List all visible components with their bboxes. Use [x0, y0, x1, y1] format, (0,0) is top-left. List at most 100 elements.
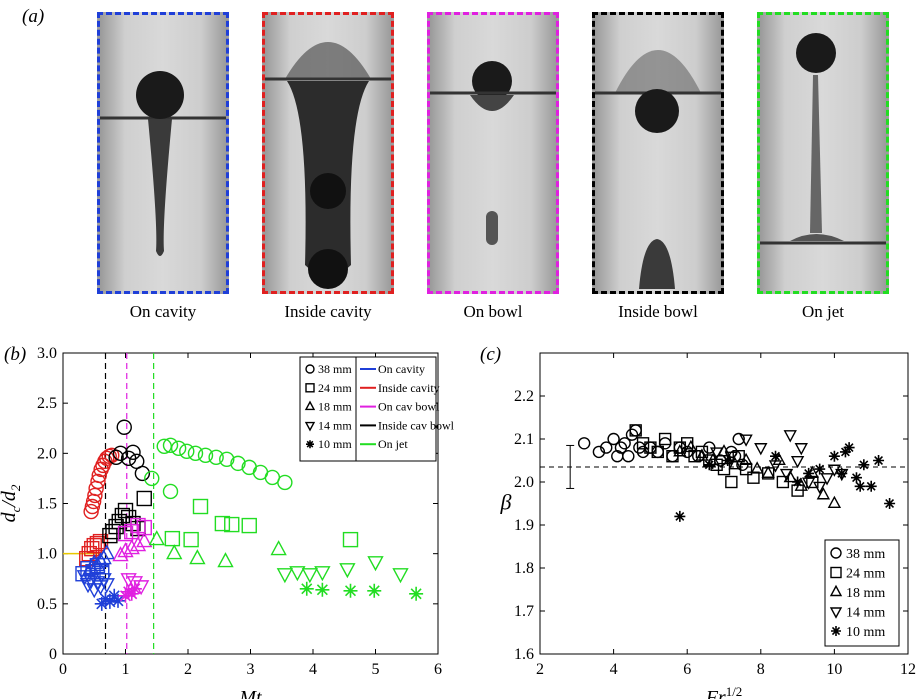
y-tick-label: 0 [49, 646, 57, 663]
x-tick-label: 10 [826, 661, 842, 678]
photo-on-cavity [97, 12, 229, 294]
data-point [179, 443, 195, 460]
data-point [94, 564, 110, 580]
panel-b-label: (b) [4, 344, 27, 365]
data-point [717, 444, 731, 457]
panel-c-label: (c) [480, 344, 502, 365]
y-tick-label: 1.6 [514, 646, 534, 663]
x-tick-label: 1 [122, 661, 130, 678]
data-point [828, 450, 840, 462]
data-point [835, 468, 849, 482]
data-point [728, 457, 742, 470]
data-point [126, 576, 144, 592]
data-point [121, 584, 136, 599]
legend-marker [305, 383, 315, 393]
data-point [197, 447, 214, 464]
data-point [666, 450, 679, 463]
data-point [794, 478, 808, 491]
photo-label-on-jet: On jet [801, 302, 845, 321]
x-tick-label: 6 [434, 661, 442, 678]
data-point [813, 481, 827, 495]
data-point [120, 450, 137, 467]
photo-on-jet [757, 12, 889, 294]
data-point [703, 454, 716, 467]
data-point [148, 530, 165, 546]
data-point [790, 455, 805, 469]
data-point [108, 518, 124, 535]
data-point [114, 507, 131, 524]
data-point [717, 462, 731, 476]
data-point [136, 532, 153, 548]
data-point [732, 432, 745, 446]
data-point [162, 483, 179, 500]
data-point [123, 539, 140, 555]
data-point [93, 461, 109, 478]
data-point [725, 475, 738, 489]
data-point [732, 450, 745, 463]
data-point [183, 531, 199, 548]
photo-label-on-bowl: On bowl [463, 302, 523, 321]
data-point [98, 591, 113, 606]
data-point [684, 439, 698, 453]
legend-label: On jet [378, 437, 408, 451]
data-point [728, 450, 742, 463]
data-point [827, 495, 842, 509]
x-tick-label: 4 [309, 661, 317, 678]
data-point [633, 441, 646, 454]
inside-bowl-image [595, 50, 721, 289]
data-point [776, 475, 790, 489]
data-point [392, 568, 409, 584]
data-point [367, 556, 384, 572]
data-point [99, 450, 115, 467]
legend-label: 14 mm [318, 418, 352, 432]
data-point [858, 459, 870, 471]
data-point [214, 515, 231, 532]
data-point [85, 493, 102, 510]
data-point [750, 461, 764, 474]
data-point [92, 580, 109, 596]
data-point [187, 445, 204, 462]
data-point [97, 453, 113, 470]
legend-label: 10 mm [318, 437, 352, 451]
data-point [770, 450, 782, 462]
data-point [339, 563, 356, 579]
data-point [86, 554, 103, 570]
data-point [118, 588, 133, 603]
data-point [710, 458, 723, 471]
data-point [673, 444, 687, 457]
legend-marker [829, 584, 843, 597]
data-point [681, 437, 694, 450]
legend-label: Inside cav bowl [378, 418, 455, 432]
data-point [836, 467, 848, 479]
data-point [277, 474, 293, 491]
data-point [754, 443, 768, 456]
data-point [779, 468, 794, 482]
data-point [270, 540, 287, 556]
on-cavity-image [100, 71, 226, 256]
data-point [709, 447, 724, 460]
data-point [618, 437, 631, 450]
data-point [89, 576, 106, 592]
data-point [611, 450, 624, 463]
data-point [816, 487, 831, 500]
data-point [651, 445, 664, 459]
x-tick-label: 8 [757, 661, 765, 678]
legend-marker [304, 421, 316, 432]
data-point [636, 437, 650, 450]
on-bowl-image [430, 61, 556, 245]
data-point [805, 465, 819, 478]
data-point [219, 451, 235, 468]
data-point [722, 455, 734, 466]
legend-label: 18 mm [846, 586, 885, 601]
data-point [130, 517, 146, 534]
photo-label-inside-bowl: Inside bowl [618, 302, 698, 321]
data-point [674, 510, 686, 522]
legend-marker [831, 626, 841, 636]
data-point [636, 445, 650, 459]
x-tick-label: 4 [610, 661, 618, 678]
photo-label-on-cavity: On cavity [129, 302, 197, 321]
photo-inside-cavity [262, 12, 394, 294]
data-point [230, 455, 246, 472]
data-point [217, 552, 234, 568]
data-point [124, 523, 140, 540]
